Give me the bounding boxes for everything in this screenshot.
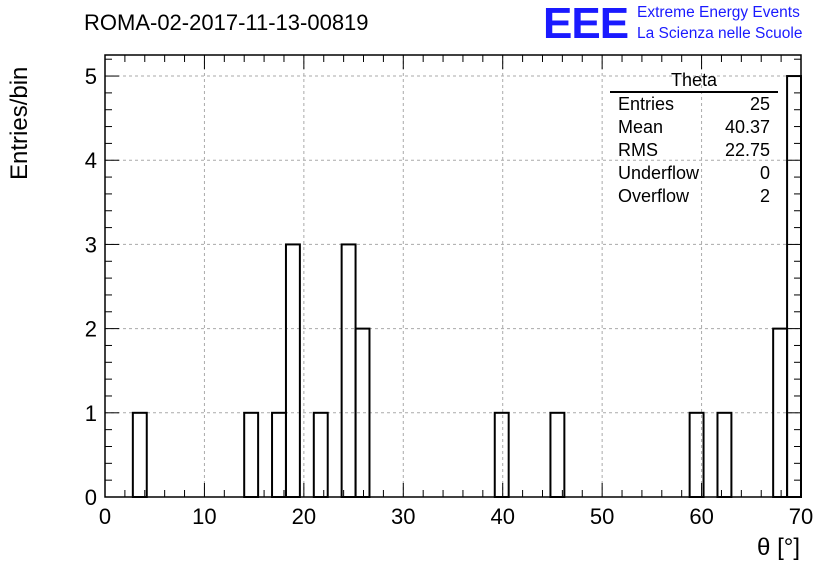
x-tick-label: 40 bbox=[490, 504, 514, 529]
y-tick-label: 3 bbox=[85, 232, 97, 257]
stats-value: 22.75 bbox=[724, 140, 770, 160]
stats-value: 0 bbox=[759, 163, 770, 183]
run-title: ROMA-02-2017-11-13-00819 bbox=[84, 10, 369, 35]
histogram-bin bbox=[131, 411, 148, 498]
histogram-bin bbox=[271, 411, 287, 498]
stats-box: Theta Entries 25 Mean 40.37 RMS 22.75 Un… bbox=[610, 70, 778, 208]
stats-value: 25 bbox=[749, 94, 770, 114]
x-tick-label: 20 bbox=[292, 504, 316, 529]
x-tick-label: 10 bbox=[192, 504, 216, 529]
histogram-bin bbox=[549, 411, 566, 498]
histogram-bin bbox=[284, 243, 301, 498]
stats-label: Underflow bbox=[618, 163, 700, 183]
stats-value: 2 bbox=[759, 186, 770, 206]
stats-row-overflow: Overflow 2 bbox=[610, 185, 778, 208]
org-name-line1: Extreme Energy Events bbox=[637, 4, 800, 21]
y-tick-label: 4 bbox=[85, 148, 97, 173]
y-tick-label: 1 bbox=[85, 401, 97, 426]
stats-row-underflow: Underflow 0 bbox=[610, 162, 778, 185]
histogram-bin bbox=[312, 411, 329, 498]
x-axis-label: θ [°] bbox=[757, 534, 800, 561]
histogram-bin bbox=[688, 411, 705, 498]
stats-row-entries: Entries 25 bbox=[610, 93, 778, 116]
histogram-bin bbox=[243, 411, 260, 498]
histogram-bin bbox=[716, 411, 733, 498]
y-tick-label: 0 bbox=[85, 485, 97, 510]
stats-label: Mean bbox=[618, 117, 664, 137]
stats-label: Entries bbox=[618, 94, 675, 114]
histogram-bin bbox=[786, 75, 803, 499]
org-name-line2: La Scienza nelle Scuole bbox=[637, 25, 803, 42]
stats-row-rms: RMS 22.75 bbox=[610, 139, 778, 162]
y-axis-label: Entries/bin bbox=[6, 66, 33, 180]
x-tick-label: 30 bbox=[391, 504, 415, 529]
y-tick-label: 2 bbox=[85, 317, 97, 342]
eee-logo: EEE bbox=[543, 0, 629, 48]
x-tick-label: 0 bbox=[99, 504, 111, 529]
histogram-bin bbox=[340, 243, 357, 498]
y-tick-label: 5 bbox=[85, 64, 97, 89]
stats-row-mean: Mean 40.37 bbox=[610, 116, 778, 139]
stats-label: RMS bbox=[618, 140, 658, 160]
x-tick-label: 70 bbox=[789, 504, 813, 529]
stats-value: 40.37 bbox=[724, 117, 770, 137]
stats-title: Theta bbox=[610, 70, 778, 93]
x-tick-label: 60 bbox=[689, 504, 713, 529]
histogram-bin bbox=[493, 411, 510, 498]
x-tick-label: 50 bbox=[590, 504, 614, 529]
stats-label: Overflow bbox=[618, 186, 690, 206]
histogram-bin bbox=[354, 327, 371, 498]
